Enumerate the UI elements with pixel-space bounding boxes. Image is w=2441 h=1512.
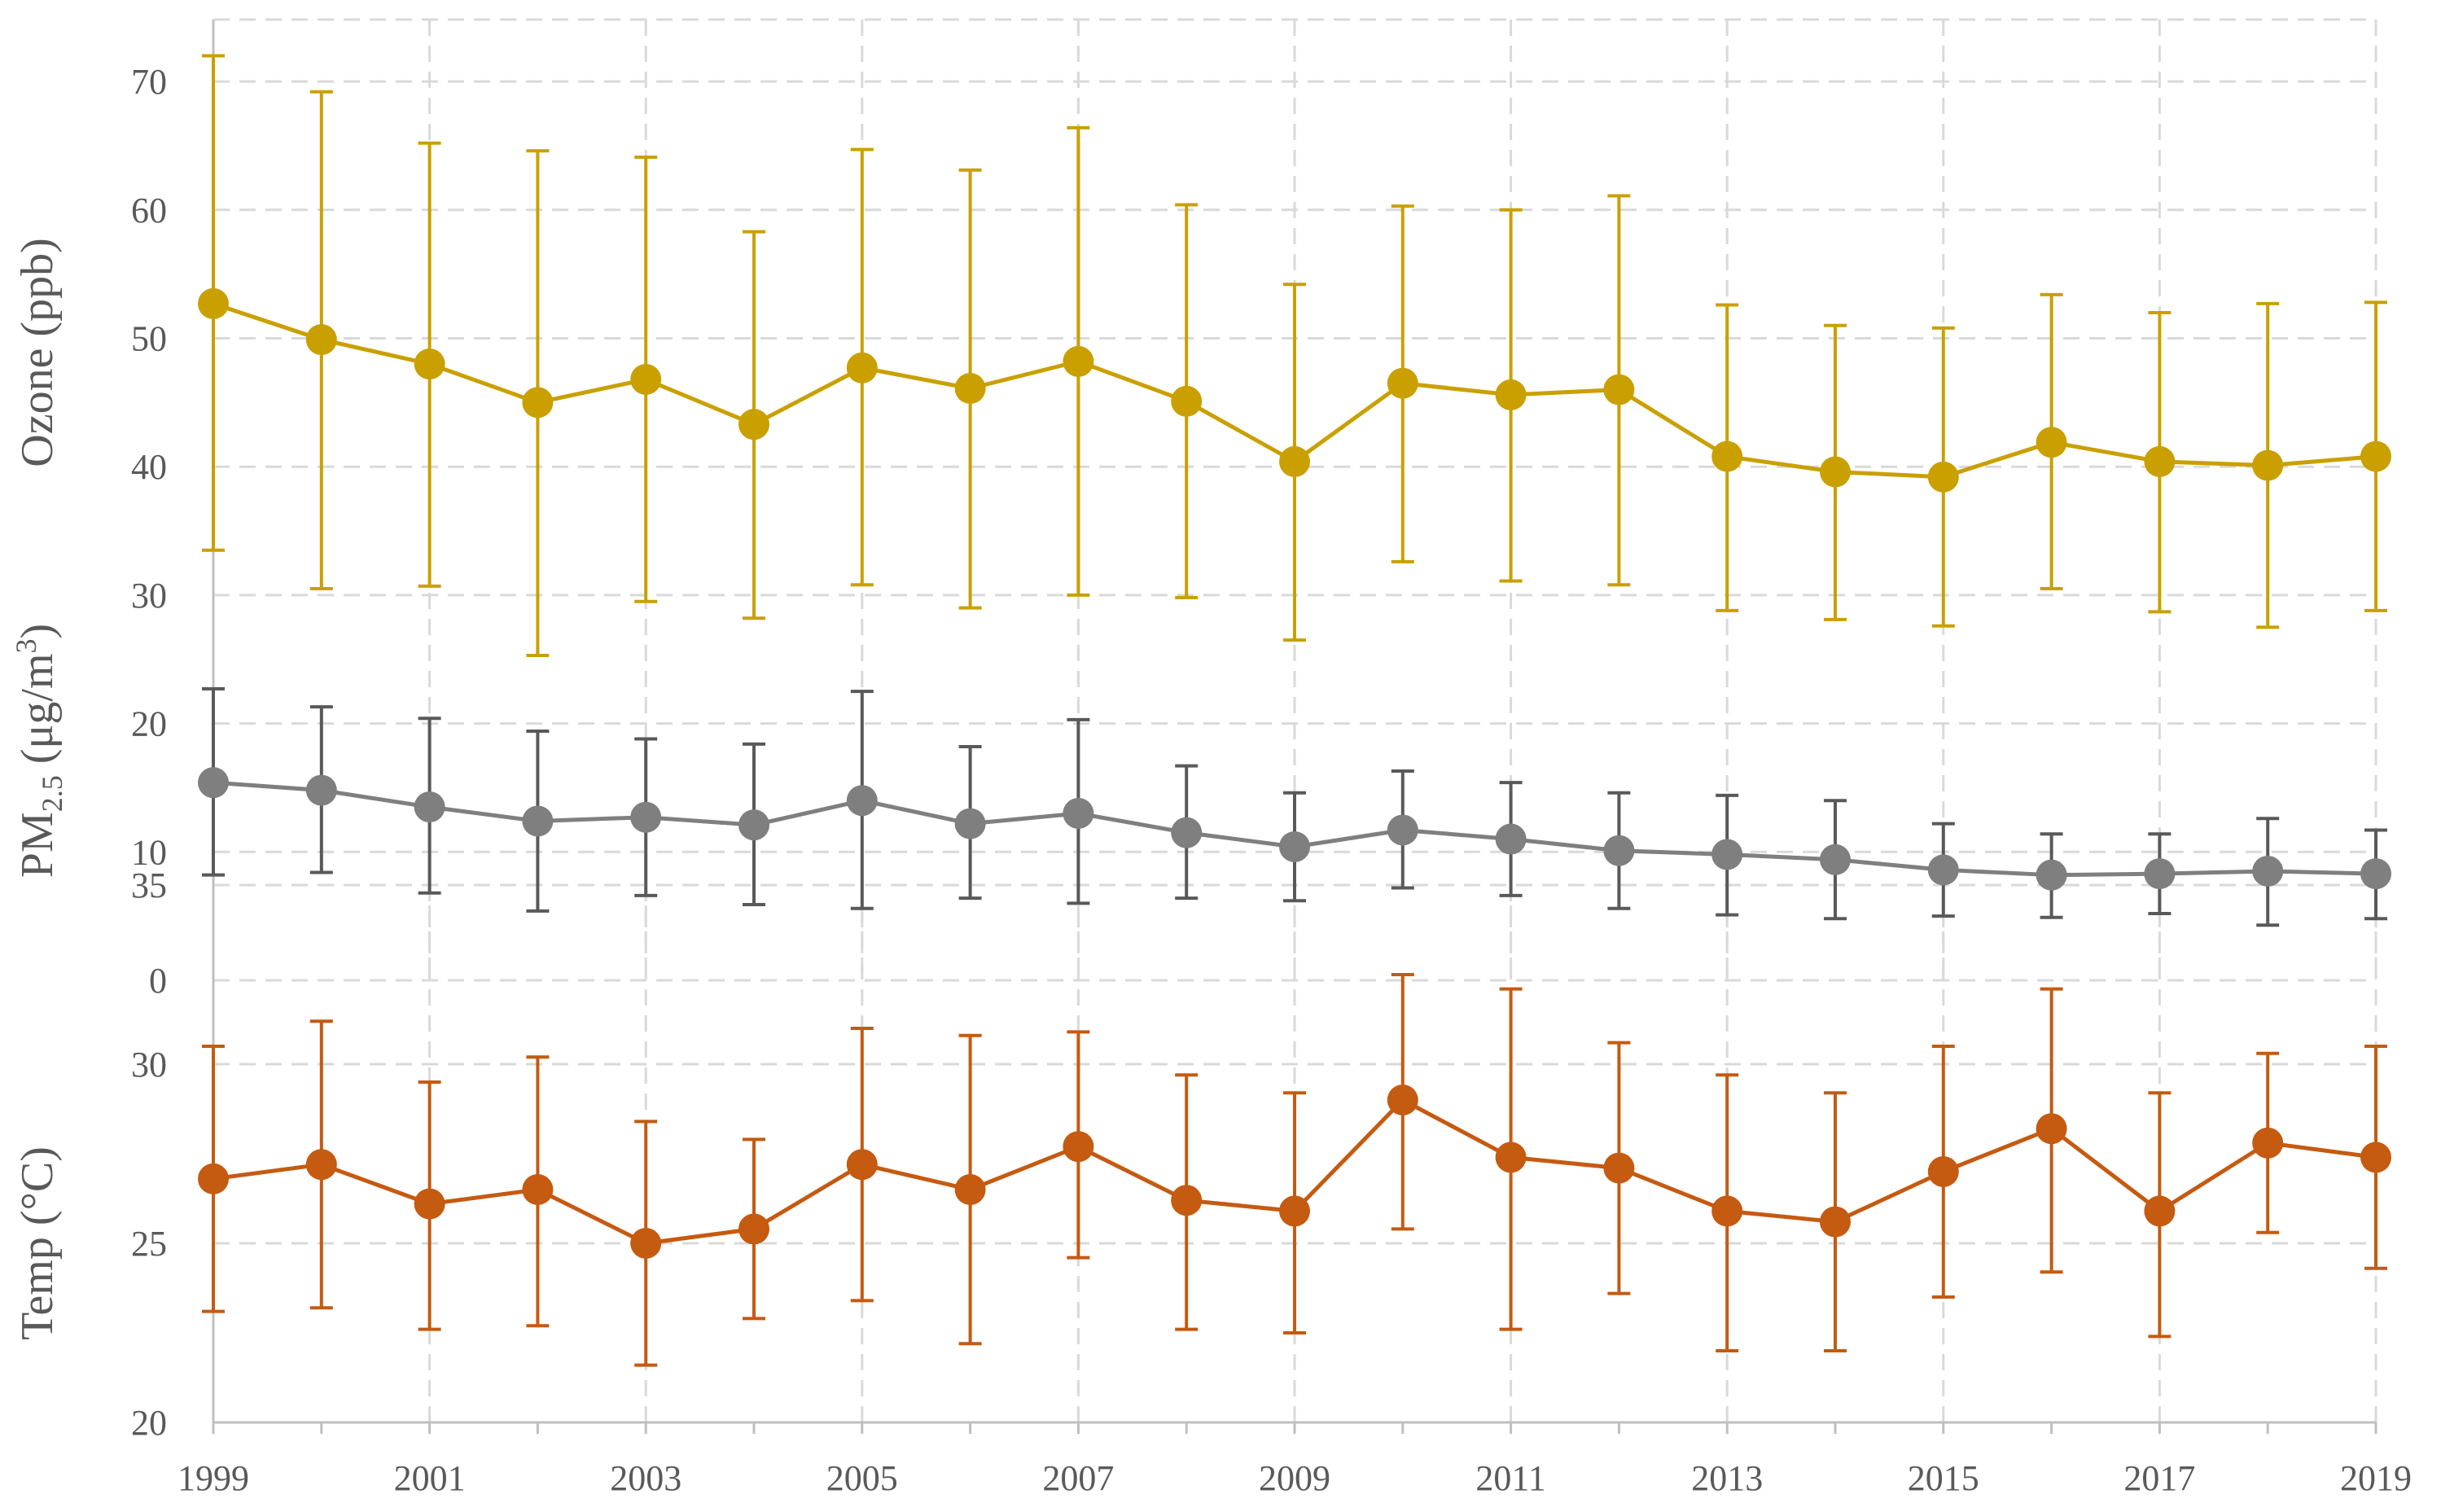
ozone-point [1820,456,1851,488]
pm25-point [846,785,878,817]
temp-point [1711,1195,1743,1227]
ozone-y-label: Ozone (ppb) [12,238,63,467]
temp-point [846,1149,878,1181]
temp-point [1927,1156,1959,1187]
ozone-point [305,324,337,356]
temp-point [414,1188,445,1220]
upper-panel-y-ticks: 0 10 20 30 40 50 60 70 [131,62,167,1001]
ozone-point [1495,379,1527,410]
upper-y-tick-label: 70 [131,62,167,102]
pm25-point [305,774,337,806]
x-tick-label: 2001 [394,1458,466,1498]
temp-point [954,1174,986,1205]
pm25-point [198,767,229,799]
upper-y-tick-label: 0 [149,961,167,1001]
temp-point [2144,1195,2176,1227]
upper-y-tick-label: 40 [131,447,167,487]
temp-y-label: Temp (°C) [12,1146,63,1340]
pm25-point [1603,835,1635,866]
x-tick-label: 2019 [2340,1458,2412,1498]
x-tick-label: 1999 [177,1458,249,1498]
ozone-point [1927,461,1959,493]
ozone-point [1063,345,1094,377]
x-tick-label: 2017 [2123,1458,2195,1498]
ozone-point [954,373,986,405]
ozone-point [1387,367,1418,399]
ozone-point [1711,440,1743,472]
lower-y-tick-label: 20 [131,1403,167,1443]
temp-point [630,1228,662,1259]
pm25-point [2360,858,2391,890]
pm25-point [414,791,445,823]
pm25-point [2036,859,2067,891]
x-tick-label: 2005 [826,1458,898,1498]
pm25-point [630,801,662,833]
temp-point [1171,1185,1203,1216]
temp-point [2252,1127,2284,1159]
x-tick-label: 2003 [610,1458,681,1498]
x-tick-label: 2013 [1691,1458,1763,1498]
ozone-point [522,387,554,419]
lower-y-tick-label: 30 [131,1045,167,1085]
ozone-point [198,287,229,319]
ozone-point [1279,445,1310,477]
ozone-point [1171,385,1203,417]
pm25-point [738,809,769,841]
lower-panel-y-ticks: 20 25 30 35 [131,866,167,1443]
pm25-point [2252,855,2284,887]
temp-point [2036,1113,2067,1145]
ozone-point [630,363,662,395]
temp-point [1603,1152,1635,1184]
temp-series [198,973,2391,1367]
ozone-point [2360,440,2391,472]
temp-point [1279,1195,1310,1227]
temp-point [738,1213,769,1245]
upper-y-tick-label: 20 [131,704,167,744]
lower-y-tick-label: 25 [131,1224,167,1264]
pm25-point [1063,797,1094,829]
pm25-point [1711,839,1743,870]
ozone-point [2252,449,2284,481]
ozone-point [2144,445,2176,477]
ozone-point [414,348,445,380]
upper-y-tick-label: 60 [131,191,167,230]
pm25-point [1927,854,1959,886]
temp-point [198,1163,229,1194]
ozone-point [2036,427,2067,458]
ozone-series [198,54,2391,658]
temp-point [1387,1085,1418,1115]
pm25-point [1495,823,1527,855]
x-axis-ticks: 1999 2001 2003 2005 2007 2009 2011 2013 2015 2017… [177,1458,2412,1498]
pm25-series [198,687,2391,927]
x-tick-label: 2011 [1475,1458,1545,1498]
pm25-y-label: PM2.5 (μg/m3) [10,624,68,878]
temp-point [1495,1142,1527,1173]
ozone-point [738,409,769,440]
x-tick-label: 2009 [1259,1458,1330,1498]
temp-point [1063,1131,1094,1163]
ozone-point [846,352,878,383]
upper-y-tick-label: 30 [131,576,167,616]
series-layer [198,54,2391,1367]
pm25-point [954,808,986,839]
upper-y-tick-label: 50 [131,319,167,359]
lower-y-tick-label: 35 [131,866,167,905]
pm25-point [522,805,554,837]
pm25-point [1279,831,1310,862]
upper-y-tick-label: 10 [131,832,167,872]
pm25-point [1820,844,1851,875]
pm25-point [1171,817,1203,848]
x-tick-label: 2007 [1042,1458,1114,1498]
temp-point [522,1174,554,1205]
x-tick-label: 2015 [1908,1458,1979,1498]
temp-point [1820,1206,1851,1238]
pm25-point [1387,814,1418,846]
temp-point [2360,1142,2391,1173]
ozone-point [1603,374,1635,405]
temp-point [305,1149,337,1181]
pm25-point [2144,858,2176,890]
